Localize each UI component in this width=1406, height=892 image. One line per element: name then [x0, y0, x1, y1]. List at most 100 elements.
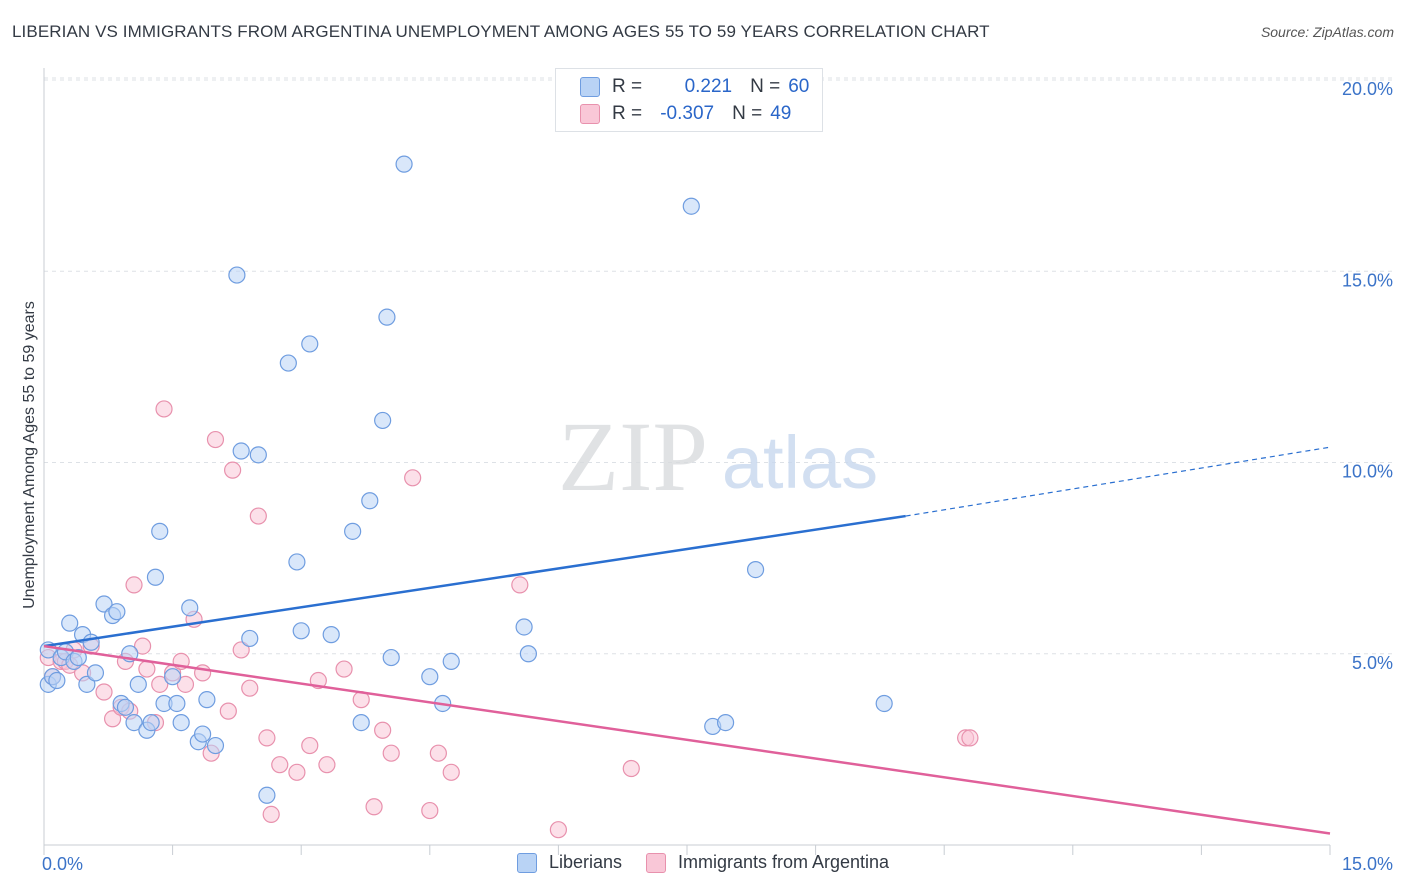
chart-title: LIBERIAN VS IMMIGRANTS FROM ARGENTINA UN…: [12, 22, 990, 41]
liberians-point: [61, 614, 79, 632]
r-value: -0.307: [660, 103, 715, 124]
watermark-zip: ZIP: [558, 401, 708, 512]
argentina-point: [301, 736, 319, 755]
liberians-point: [232, 442, 250, 460]
r-label: R =: [612, 103, 643, 124]
argentina-point: [622, 759, 640, 778]
legend-label: Liberians: [548, 852, 622, 872]
trend-lines: [43, 446, 1331, 835]
liberians-point: [378, 308, 396, 326]
r-value: 0.221: [684, 76, 733, 97]
liberians-point: [442, 652, 460, 671]
argentina-point: [365, 798, 383, 816]
argentina-point: [335, 660, 353, 678]
argentina-trend-line: [43, 644, 1331, 835]
liberians-point: [258, 786, 276, 804]
argentina-point: [404, 469, 422, 487]
liberians-point: [206, 736, 225, 755]
liberians-point: [151, 522, 169, 540]
y-tick-label: 20.0%: [1342, 79, 1393, 99]
argentina-swatch: [580, 104, 600, 124]
y-tick-label: 15.0%: [1342, 270, 1393, 290]
liberians-point: [395, 155, 413, 173]
liberians-point: [78, 675, 96, 693]
liberians-point: [198, 691, 216, 709]
liberians-point: [69, 648, 87, 667]
liberians-swatch: [580, 77, 600, 97]
argentina-point: [271, 756, 289, 774]
axes: [43, 68, 1331, 855]
liberians-point: [292, 622, 310, 640]
n-label: N =: [732, 103, 763, 124]
liberians-point: [241, 629, 259, 648]
argentina-point: [219, 702, 237, 720]
liberians-point: [108, 603, 126, 621]
chart-legend: Liberians Immigrants from Argentina: [0, 852, 1406, 873]
liberians-point: [344, 522, 362, 540]
argentina-point: [232, 641, 250, 659]
legend-item-liberians[interactable]: Liberians: [516, 852, 622, 873]
source-credit: Source: ZipAtlas.com: [1260, 24, 1394, 40]
liberians-point: [125, 713, 143, 732]
argentina-point: [429, 744, 447, 762]
liberians-point: [288, 553, 306, 571]
liberians-point: [48, 671, 66, 690]
liberians-point: [716, 713, 735, 732]
correlation-stats-box: R = 0.221 N = 60 R = -0.307 N = 49: [555, 68, 823, 132]
liberians-point: [142, 713, 160, 732]
liberians-point: [95, 595, 113, 613]
argentina-point: [249, 507, 267, 525]
legend-item-argentina[interactable]: Immigrants from Argentina: [645, 852, 890, 873]
liberians-point: [322, 626, 340, 644]
legend-label: Immigrants from Argentina: [677, 852, 890, 872]
legend-swatch-blue: [516, 852, 537, 873]
liberians-point: [374, 411, 392, 430]
argentina-point: [125, 576, 143, 594]
n-label: N =: [750, 76, 781, 97]
liberians-point: [172, 713, 190, 732]
argentina-point: [442, 763, 460, 781]
liberians-point: [181, 599, 199, 617]
argentina-point: [258, 729, 276, 747]
n-value: 49: [770, 103, 792, 124]
liberians-trend-line: [43, 514, 906, 648]
argentina-point: [206, 430, 225, 449]
liberians-point: [249, 446, 267, 464]
argentina-point: [151, 675, 169, 693]
liberians-point: [301, 335, 319, 353]
argentina-point: [241, 679, 259, 697]
liberians-point: [86, 664, 105, 682]
liberians-point: [682, 197, 700, 215]
argentina-point: [382, 744, 400, 762]
r-label: R =: [612, 76, 643, 97]
y-tick-label: 10.0%: [1342, 462, 1393, 482]
argentina-point: [318, 756, 336, 774]
argentina-point: [374, 721, 392, 739]
liberians-point: [129, 675, 147, 693]
liberians-point: [515, 618, 533, 636]
argentina-point: [103, 710, 122, 728]
tick-labels: 5.0% 10.0% 15.0% 20.0% 0.0% 15.0%: [42, 79, 1393, 874]
liberians-point: [146, 568, 165, 586]
argentina-point: [224, 461, 242, 479]
argentina-point: [549, 821, 568, 839]
liberians-point: [382, 648, 400, 667]
x-tick-label: 15.0%: [1342, 854, 1393, 874]
liberians-point: [361, 492, 379, 510]
argentina-point: [511, 576, 529, 594]
x-tick-label: 0.0%: [42, 854, 83, 874]
argentina-point: [155, 400, 173, 418]
argentina-point: [288, 763, 306, 781]
liberians-point: [82, 633, 100, 651]
liberians-point: [164, 668, 182, 686]
n-value: 60: [788, 76, 810, 97]
liberians-point: [746, 560, 765, 579]
stats-row-argentina: R = -0.307 N = 49: [580, 102, 791, 126]
data-points: [39, 155, 979, 839]
y-tick-label: 5.0%: [1352, 653, 1393, 673]
argentina-point: [262, 805, 280, 824]
liberians-trend-extension: [905, 446, 1331, 517]
argentina-point: [133, 637, 152, 655]
liberians-point: [168, 694, 186, 713]
